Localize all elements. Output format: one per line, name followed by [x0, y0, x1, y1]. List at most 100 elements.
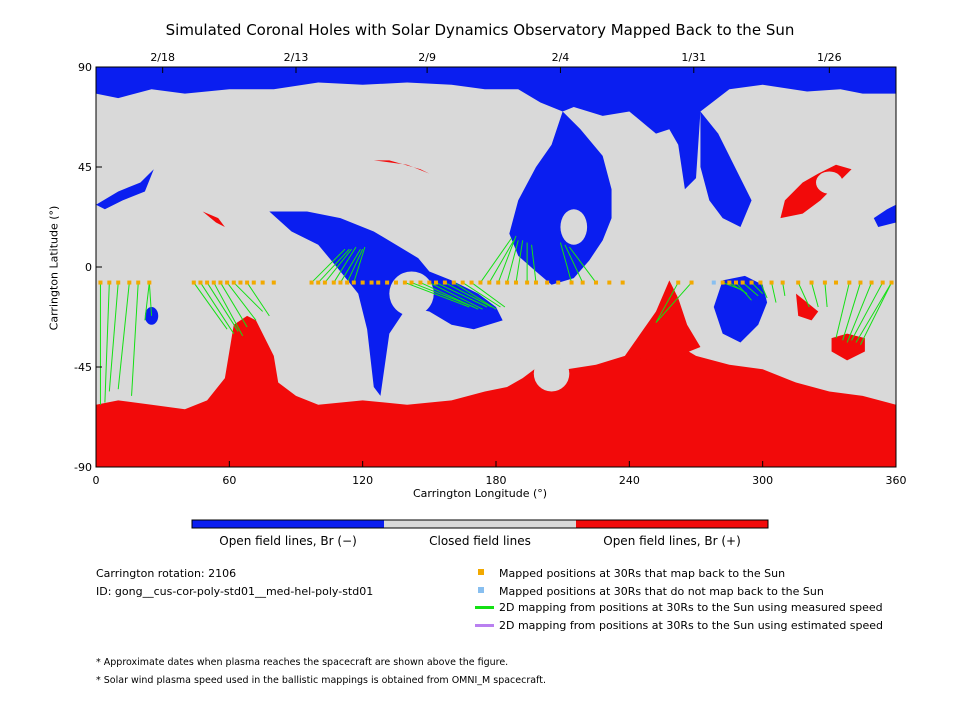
mapped-point-14 — [245, 280, 250, 285]
mapped-point-24 — [351, 280, 356, 285]
mapped-point-41 — [496, 280, 501, 285]
mapped-point-7 — [198, 280, 203, 285]
mapping-line-34 — [506, 240, 519, 283]
mapping-line-33 — [497, 235, 517, 283]
mapping-line-13 — [233, 282, 264, 312]
closed-island-south — [533, 355, 570, 392]
mapped-point-70 — [880, 280, 885, 285]
x-tick-label-0: 0 — [93, 474, 100, 487]
mapped-point-51 — [607, 280, 612, 285]
colorbar-positive — [576, 520, 768, 528]
mapping-line-10 — [213, 282, 244, 337]
mapped-point-31 — [409, 280, 414, 285]
mapped-point-2 — [116, 280, 121, 285]
mapped-point-57 — [734, 280, 738, 285]
mapping-line-15 — [311, 248, 346, 283]
mapping-line-22 — [404, 282, 470, 308]
south-polar-hole — [96, 315, 896, 467]
mapped-point-0 — [98, 280, 103, 285]
mapping-line-41 — [655, 282, 679, 323]
mapping-line-29 — [462, 282, 501, 308]
mapped-point-34 — [434, 280, 438, 285]
mapped-point-53 — [676, 280, 681, 285]
mapping-line-40 — [568, 246, 597, 283]
mapped-point-58 — [740, 280, 745, 285]
mapped-point-61 — [769, 280, 774, 285]
legend-mapped-label: Mapped positions at 30Rs that map back t… — [499, 567, 786, 580]
mapping-line-21 — [353, 246, 366, 283]
mapping-line-11 — [220, 282, 248, 328]
mapping-line-27 — [444, 282, 492, 308]
mapped-points — [98, 280, 894, 285]
mapped-point-20 — [322, 280, 327, 285]
positive-speck-east — [796, 293, 819, 321]
mapping-line-24 — [420, 282, 479, 310]
x-tick-label-240: 240 — [619, 474, 640, 487]
mapping-line-48 — [759, 282, 768, 299]
central-negative-hole — [269, 211, 503, 396]
colorbar-label-positive: Open field lines, Br (+) — [603, 534, 741, 548]
colorbar-frame — [191, 519, 769, 529]
east-lobe-hole — [700, 111, 752, 227]
y-tick-label--90: -90 — [74, 461, 92, 474]
north-polar-hole — [96, 67, 896, 190]
footnote-speed: * Solar wind plasma speed used in the ba… — [96, 675, 546, 686]
mapped-point-39 — [478, 280, 483, 285]
x-tick-label-300: 300 — [752, 474, 773, 487]
mapping-line-38 — [559, 242, 573, 283]
mapped-point-68 — [858, 280, 863, 285]
mapped-point-67 — [847, 280, 852, 285]
mapping-line-4 — [131, 282, 139, 396]
mapping-line-6 — [144, 282, 150, 321]
mapped-point-29 — [394, 280, 398, 285]
field-regions — [96, 67, 896, 467]
mapped-point-37 — [460, 280, 465, 285]
mapped-point-33 — [427, 280, 432, 285]
mapping-line-32 — [488, 240, 515, 283]
small-nw-hole — [96, 169, 154, 210]
mapped-point-48 — [569, 280, 574, 285]
unmapped-point-0 — [711, 280, 716, 285]
mapped-point-30 — [402, 280, 407, 285]
y-tick-label--45: -45 — [74, 361, 92, 374]
mapping-line-58 — [855, 282, 892, 343]
mapped-point-10 — [218, 280, 223, 285]
date-tick-label-3: 2/4 — [552, 51, 570, 64]
date-tick-label-1: 2/13 — [284, 51, 309, 64]
legend-unmapped-label: Mapped positions at 30Rs that do not map… — [499, 585, 824, 598]
date-tick-label-0: 2/18 — [150, 51, 175, 64]
mapping-line-12 — [226, 282, 257, 321]
mapping-line-54 — [835, 282, 850, 339]
mapped-point-21 — [331, 280, 336, 285]
x-tick-label-360: 360 — [886, 474, 907, 487]
mapping-line-5 — [148, 282, 153, 316]
mapped-point-36 — [451, 280, 456, 285]
mapped-point-43 — [514, 280, 518, 285]
mapped-point-32 — [418, 280, 423, 285]
mapped-point-28 — [385, 280, 390, 285]
mapped-point-17 — [271, 280, 276, 285]
chart-title: Simulated Coronal Holes with Solar Dynam… — [165, 21, 795, 39]
mapped-point-19 — [316, 280, 321, 285]
mapped-point-47 — [556, 280, 561, 285]
mapped-point-38 — [469, 280, 474, 285]
mapped-point-6 — [191, 280, 196, 285]
mapped-point-60 — [758, 280, 763, 285]
mapped-point-27 — [376, 280, 381, 285]
legend-unmapped-marker — [478, 587, 484, 593]
mapping-line-8 — [200, 282, 235, 334]
x-tick-label-60: 60 — [222, 474, 236, 487]
mapping-line-7 — [193, 282, 228, 330]
colorbar-closed — [384, 520, 576, 528]
mapping-line-9 — [206, 282, 239, 332]
mapped-point-23 — [345, 280, 350, 285]
mapping-line-56 — [846, 282, 873, 343]
mapping-line-55 — [842, 282, 861, 341]
mapping-line-28 — [453, 282, 497, 310]
x-axis-label: Carrington Longitude (°) — [412, 487, 548, 500]
mapped-point-52 — [620, 280, 625, 285]
mapped-point-9 — [211, 280, 216, 285]
mapping-line-31 — [480, 237, 512, 283]
mapping-line-39 — [564, 244, 584, 283]
